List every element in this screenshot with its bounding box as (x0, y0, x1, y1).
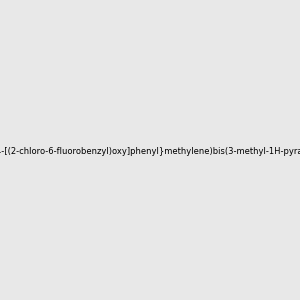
Text: 4,4'-({4-[(2-chloro-6-fluorobenzyl)oxy]phenyl}methylene)bis(3-methyl-1H-pyrazol-: 4,4'-({4-[(2-chloro-6-fluorobenzyl)oxy]p… (0, 147, 300, 156)
